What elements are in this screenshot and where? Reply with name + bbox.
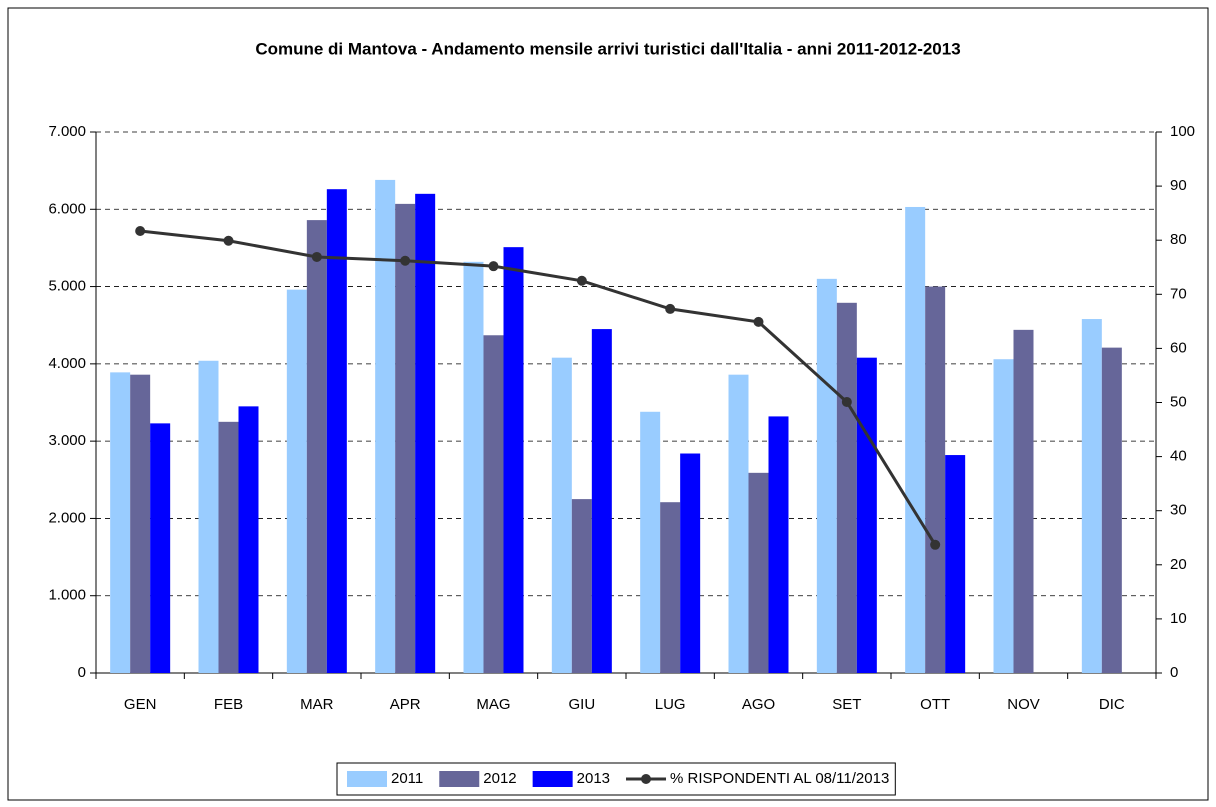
legend-label: % RISPONDENTI AL 08/11/2013 <box>670 770 889 787</box>
legend-label: 2011 <box>391 770 423 787</box>
bar <box>925 286 946 673</box>
bar <box>375 179 396 673</box>
line-marker <box>841 396 852 407</box>
line <box>140 229 937 546</box>
line-marker <box>311 251 322 262</box>
y-tick-label: 7.000 <box>48 123 86 140</box>
x-tick-label: SET <box>832 696 861 713</box>
line-marker <box>488 261 499 272</box>
bar <box>130 374 151 673</box>
bar <box>905 206 926 673</box>
bar <box>238 406 259 673</box>
y2-tick-label: 20 <box>1170 556 1187 573</box>
y2-tick-label: 30 <box>1170 502 1187 519</box>
bar <box>993 359 1014 673</box>
line-marker <box>400 255 411 266</box>
bar <box>836 302 857 673</box>
y-tick-label: 3.000 <box>48 432 86 449</box>
line-marker <box>753 316 764 327</box>
bar <box>198 360 219 673</box>
legend-swatch <box>532 771 573 787</box>
chart-title: Comune di Mantova - Andamento mensile ar… <box>255 39 960 58</box>
x-tick-label: MAG <box>476 696 510 713</box>
y-tick-label: 0 <box>78 664 86 681</box>
x-tick-label: MAR <box>300 696 334 713</box>
y2-tick-label: 90 <box>1170 177 1187 194</box>
bar <box>640 411 661 673</box>
bar <box>748 472 769 673</box>
x-tick-label: APR <box>390 696 421 713</box>
y2-tick-label: 50 <box>1170 393 1187 410</box>
bar <box>816 278 837 673</box>
y2-tick-label: 0 <box>1170 664 1178 681</box>
x-tick-label: FEB <box>214 696 243 713</box>
x-tick-label: LUG <box>655 696 686 713</box>
bar <box>856 357 877 673</box>
y-tick-label: 2.000 <box>48 509 86 526</box>
y2-tick-label: 10 <box>1170 610 1187 627</box>
line-marker <box>223 235 234 246</box>
bar <box>551 357 572 673</box>
x-tick-label: GEN <box>124 696 157 713</box>
bar <box>326 189 347 674</box>
bar <box>680 453 701 673</box>
bar <box>660 502 681 673</box>
x-tick-label: DIC <box>1099 696 1125 713</box>
bar <box>110 372 131 673</box>
bar <box>463 261 484 673</box>
bar <box>218 421 239 673</box>
legend-swatch <box>641 774 652 784</box>
line-marker <box>930 539 941 550</box>
bar <box>571 499 592 673</box>
y-tick-label: 5.000 <box>48 278 86 295</box>
legend-box <box>336 762 896 796</box>
x-tick-label: NOV <box>1007 696 1040 713</box>
legend-swatch <box>439 771 480 787</box>
bar <box>591 329 612 673</box>
bar <box>306 220 327 673</box>
bar <box>1101 347 1122 673</box>
bar <box>728 374 749 673</box>
bar <box>503 247 524 674</box>
bar <box>415 193 436 674</box>
x-tick-label: GIU <box>568 696 595 713</box>
line-marker <box>665 303 676 314</box>
bar <box>768 416 789 673</box>
y2-tick-label: 80 <box>1170 231 1187 248</box>
bar <box>395 203 416 673</box>
line-marker <box>135 226 146 237</box>
x-tick-label: AGO <box>742 696 775 713</box>
y-tick-label: 1.000 <box>48 587 86 604</box>
legend-label: 2012 <box>483 770 516 787</box>
y-tick-label: 4.000 <box>48 355 86 372</box>
legend-swatch <box>347 771 387 787</box>
y2-tick-label: 100 <box>1170 123 1195 140</box>
bar <box>150 423 171 673</box>
bar <box>1013 329 1034 673</box>
bar <box>1081 319 1102 673</box>
bar <box>286 289 307 673</box>
bar <box>945 455 966 673</box>
line-marker <box>576 275 587 286</box>
legend-label: 2013 <box>577 770 610 787</box>
y2-tick-label: 40 <box>1170 448 1187 465</box>
bar <box>483 335 504 673</box>
y2-tick-label: 70 <box>1170 285 1187 302</box>
y2-tick-label: 60 <box>1170 339 1187 356</box>
x-tick-label: OTT <box>920 696 950 713</box>
y-tick-label: 6.000 <box>48 200 86 217</box>
